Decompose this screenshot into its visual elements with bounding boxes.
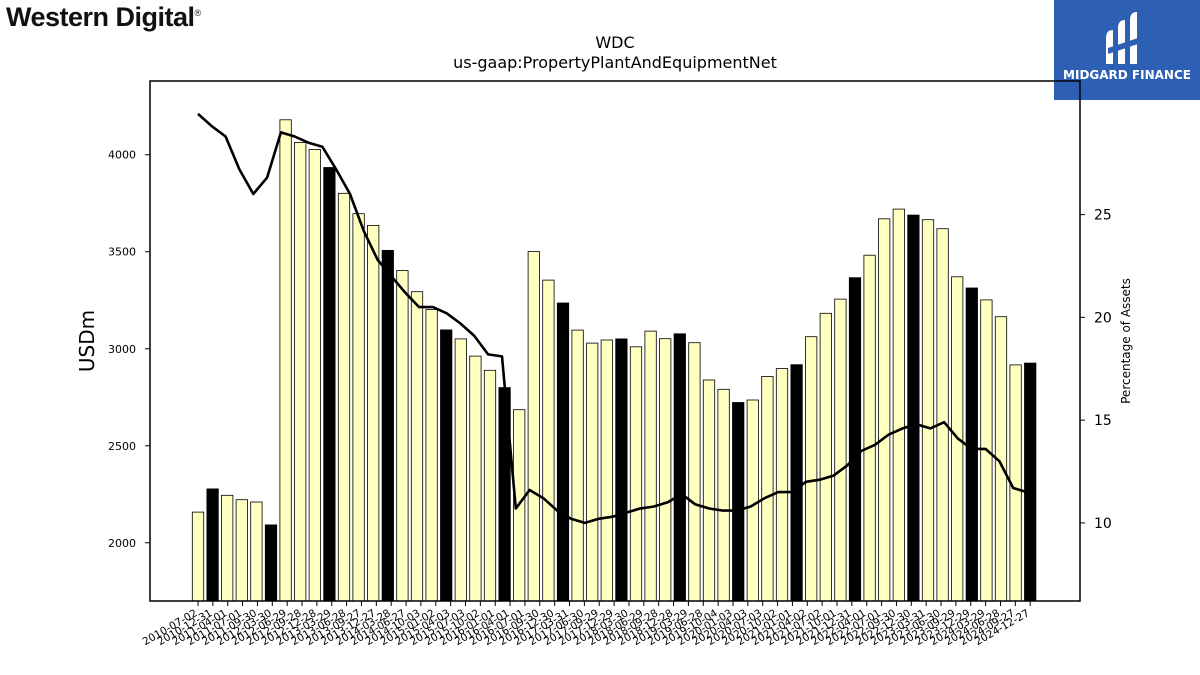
left-axis: 2000 2500 3000 3500 4000: [108, 149, 150, 550]
bar: [615, 338, 628, 602]
bar: [805, 336, 818, 602]
bar: [542, 279, 555, 602]
bar: [323, 167, 336, 602]
registered-mark: ®: [194, 8, 202, 18]
bar: [396, 270, 409, 602]
y2-tick-label: 20: [1094, 310, 1112, 326]
chart-title: WDC: [595, 33, 634, 52]
bar: [688, 342, 701, 602]
bar: [775, 368, 789, 602]
bar: [673, 333, 686, 602]
bar: [571, 329, 584, 602]
bar: [440, 329, 453, 602]
y-tick-label: 2500: [108, 440, 136, 453]
y-axis-label: USDm: [75, 310, 99, 372]
bar: [717, 388, 730, 602]
bar: [279, 119, 292, 602]
bar: [907, 214, 920, 602]
bar: [746, 399, 759, 602]
bar: [250, 501, 263, 602]
right-axis: 10 15 20 25: [1080, 208, 1112, 532]
y2-tick-label: 10: [1094, 516, 1112, 532]
bar: [878, 218, 891, 602]
bar: [790, 364, 803, 602]
midgard-finance-logo: MIDGARD FINANCE: [1054, 0, 1200, 100]
midgard-logo-mark: [1106, 12, 1144, 64]
bar: [527, 251, 540, 602]
bar: [294, 142, 307, 602]
y-tick-label: 3000: [108, 343, 136, 356]
bar: [921, 219, 935, 602]
bar: [221, 494, 234, 602]
chart-subtitle: us-gaap:PropertyPlantAndEquipmentNet: [453, 53, 777, 72]
y2-axis-label: Percentage of Assets: [1119, 278, 1133, 404]
bar: [702, 379, 716, 602]
bar: [191, 511, 205, 602]
bar: [469, 355, 482, 602]
bar: [235, 499, 248, 602]
x-axis: 2010-07-022010-12-312011-04-012011-07-01…: [141, 601, 1032, 648]
bar: [1024, 362, 1037, 602]
bar: [936, 228, 949, 602]
bar: [425, 309, 438, 602]
bar: [308, 149, 321, 602]
bar: [892, 208, 905, 602]
plot-frame: [149, 80, 1081, 602]
bar: [600, 339, 613, 602]
y2-tick-label: 25: [1094, 208, 1112, 224]
bar: [410, 291, 424, 602]
bar: [367, 224, 380, 602]
left-logo-text: Western Digital: [6, 2, 195, 32]
midgard-logo-text: MIDGARD FINANCE: [1063, 68, 1191, 82]
bar: [454, 338, 467, 602]
bar: [659, 338, 672, 602]
y-tick-label: 4000: [108, 149, 136, 162]
y-tick-label: 2000: [108, 537, 136, 550]
line-group: [197, 112, 1028, 525]
bar: [819, 312, 832, 602]
bar: [352, 213, 365, 602]
bar: [732, 402, 745, 602]
bar: [761, 376, 774, 602]
bar: [848, 277, 862, 602]
y2-tick-label: 15: [1094, 413, 1112, 429]
bar: [863, 254, 876, 602]
bar: [381, 249, 394, 602]
bar: [483, 369, 497, 602]
bar: [337, 192, 351, 602]
bar-group: [191, 119, 1037, 602]
bar: [264, 524, 278, 602]
y-tick-label: 3500: [108, 246, 136, 259]
bar: [629, 346, 643, 602]
bar: [556, 302, 570, 602]
bar: [644, 330, 657, 602]
bar: [834, 298, 847, 602]
bar: [586, 342, 599, 602]
percentage-line: [197, 112, 1028, 525]
bar: [206, 488, 219, 602]
western-digital-logo: Western Digital®: [6, 2, 201, 33]
